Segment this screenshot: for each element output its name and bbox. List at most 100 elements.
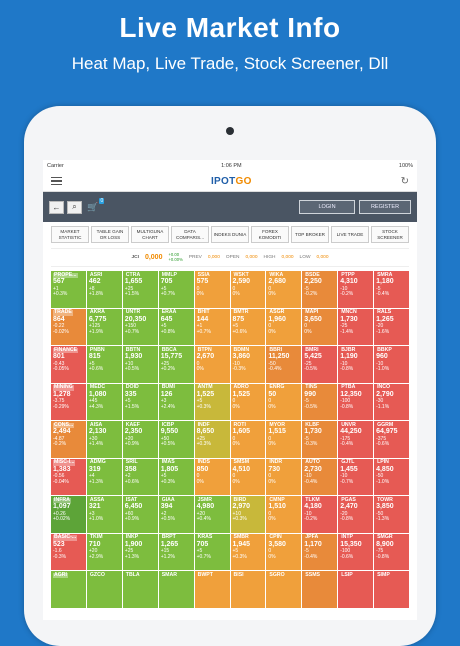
- heatmap-stock-tile[interactable]: CPIN 3,580 0 0%: [266, 533, 302, 570]
- menu-top-broker[interactable]: TOP BROKER: [291, 226, 329, 243]
- heatmap-sector-tile[interactable]: TRADE 864 -0.22 -0.02%: [51, 308, 86, 345]
- heatmap-stock-tile[interactable]: GGRM 64,975 -375 -0.6%: [374, 421, 409, 458]
- heatmap-stock-tile[interactable]: BMRI 5,425 -25 -0.5%: [302, 346, 338, 383]
- menu-data-comparison[interactable]: DATA COMPARIS...: [171, 226, 209, 243]
- menu-live-trade[interactable]: LIVE TRADE: [331, 226, 369, 243]
- heatmap-stock-tile[interactable]: ISAT 6,450 +60 +0.9%: [122, 496, 158, 533]
- heatmap-stock-tile[interactable]: WIKA 2,680 0 0%: [266, 271, 302, 308]
- heatmap-stock-tile[interactable]: CTRA 1,655 +25 +1.5%: [122, 271, 158, 308]
- search-icon[interactable]: ⌕: [67, 200, 82, 214]
- login-button[interactable]: LOGIN: [299, 200, 355, 214]
- heatmap-stock-tile[interactable]: ASRI 462 +8 +1.8%: [86, 271, 122, 308]
- heatmap-stock-tile[interactable]: UNTR 20,350 +150 +0.7%: [122, 308, 158, 345]
- heatmap-sector-tile[interactable]: CONS... 2,494 -4.87 -0.2%: [51, 421, 86, 458]
- heatmap-stock-tile[interactable]: ERAA 645 +5 +0.8%: [158, 308, 194, 345]
- heatmap-stock-tile[interactable]: INTP 15,350 -100 -0.6%: [338, 533, 374, 570]
- heatmap-stock-tile[interactable]: LSIP: [338, 571, 374, 608]
- heatmap-stock-tile[interactable]: PGAS 2,470 -20 -0.8%: [338, 496, 374, 533]
- heatmap-stock-tile[interactable]: BJBR 1,190 -10 -0.8%: [338, 346, 374, 383]
- menu-market-statistic[interactable]: MARKET STATISTIC: [51, 226, 89, 243]
- heatmap-stock-tile[interactable]: BHIT 144 +1 +0.7%: [194, 308, 230, 345]
- heatmap-stock-tile[interactable]: LPIN 4,850 -50 -1.0%: [374, 458, 409, 495]
- heatmap-stock-tile[interactable]: BWPT: [194, 571, 230, 608]
- heatmap-stock-tile[interactable]: BSDE 2,250 -5 -0.2%: [302, 271, 338, 308]
- heatmap-stock-tile[interactable]: ANTM 1,525 +5 +0.3%: [194, 383, 230, 420]
- heatmap-stock-tile[interactable]: BISI: [230, 571, 266, 608]
- menu-table-gain-loss[interactable]: TABLE GAIN OR LOSS: [91, 226, 129, 243]
- heatmap-sector-tile[interactable]: MINING 1,278 -3.75 -0.29%: [51, 383, 86, 420]
- heatmap-stock-tile[interactable]: GIAA 394 +2 +0.5%: [158, 496, 194, 533]
- heatmap-stock-tile[interactable]: PNBN 815 +5 +0.6%: [86, 346, 122, 383]
- heatmap-stock-tile[interactable]: WSKT 2,590 0 0%: [230, 271, 266, 308]
- heatmap-stock-tile[interactable]: SSIA 575 0 0%: [194, 271, 230, 308]
- heatmap-stock-tile[interactable]: KRAS 705 +5 +0.7%: [194, 533, 230, 570]
- heatmap-stock-tile[interactable]: ICBP 9,550 +50 +0.5%: [158, 421, 194, 458]
- heatmap-stock-tile[interactable]: SIMP: [374, 571, 409, 608]
- menu-stock-screener[interactable]: STOCK SCREENER: [371, 226, 409, 243]
- heatmap-sector-tile[interactable]: MISC-I... 1,383 -0.56 -0.04%: [51, 458, 86, 495]
- heatmap-stock-tile[interactable]: ENRG 50 0 0%: [266, 383, 302, 420]
- heatmap-stock-tile[interactable]: KAEF 2,350 +20 +0.9%: [122, 421, 158, 458]
- menu-forex-komoditi[interactable]: FOREX KOMODITI: [251, 226, 289, 243]
- cart-icon[interactable]: 🛒 0: [87, 197, 105, 212]
- heatmap-stock-tile[interactable]: BUMI 126 +3 +2.4%: [158, 383, 194, 420]
- heatmap-stock-tile[interactable]: TBLA: [122, 571, 158, 608]
- heatmap-stock-tile[interactable]: RALS 1,265 -20 -1.6%: [374, 308, 409, 345]
- heatmap-stock-tile[interactable]: DOID 335 +5 +1.5%: [122, 383, 158, 420]
- heatmap-stock-tile[interactable]: ADRO 1,525 0 0%: [230, 383, 266, 420]
- heatmap-stock-tile[interactable]: INDR 730 0 0%: [266, 458, 302, 495]
- heatmap-stock-tile[interactable]: MMLP 705 +5 +0.7%: [158, 271, 194, 308]
- heatmap-stock-tile[interactable]: BBRI 11,250 -50 -0.4%: [266, 346, 302, 383]
- heatmap-stock-tile[interactable]: BTPN 2,670 0 0%: [194, 346, 230, 383]
- heatmap-stock-tile[interactable]: ADMG 319 +4 +1.3%: [86, 458, 122, 495]
- heatmap-stock-tile[interactable]: MNCN 1,730 -25 -1.4%: [338, 308, 374, 345]
- heatmap-stock-tile[interactable]: TKIM 710 +20 +2.9%: [86, 533, 122, 570]
- heatmap-sector-tile[interactable]: BASIC-... 523 -1.6 -0.3%: [51, 533, 86, 570]
- heatmap-stock-tile[interactable]: INDF 8,650 +25 +0.3%: [194, 421, 230, 458]
- heatmap-stock-tile[interactable]: UNVR 44,250 -175 -0.4%: [338, 421, 374, 458]
- heatmap-stock-tile[interactable]: AKRA 6,775 +125 +1.9%: [86, 308, 122, 345]
- heatmap-stock-tile[interactable]: INCO 2,790 -30 -1.1%: [374, 383, 409, 420]
- heatmap-sector-tile[interactable]: FINANCE 801 -0.43 -0.05%: [51, 346, 86, 383]
- heatmap-stock-tile[interactable]: INKP 1,900 +25 +1.3%: [122, 533, 158, 570]
- menu-indeks-dunia[interactable]: INDEKS DUNIA: [211, 226, 249, 243]
- register-button[interactable]: REGISTER: [359, 200, 411, 214]
- heatmap-stock-tile[interactable]: BBKP 960 -10 -1.0%: [374, 346, 409, 383]
- heatmap-stock-tile[interactable]: ROTI 1,605 0 0%: [230, 421, 266, 458]
- heatmap-sector-tile[interactable]: PROPE... 567 +1 +0.3%: [51, 271, 86, 308]
- heatmap-sector-tile[interactable]: AGRI: [51, 571, 86, 608]
- menu-multiguna-chart[interactable]: MULTIGUNA CHART: [131, 226, 169, 243]
- heatmap-stock-tile[interactable]: SSMS: [302, 571, 338, 608]
- heatmap-stock-tile[interactable]: SMRA 1,180 -5 -0.4%: [374, 271, 409, 308]
- heatmap-sector-tile[interactable]: INFRA 1,097 +0.26 +0.02%: [51, 496, 86, 533]
- back-arrow-icon[interactable]: ←: [49, 200, 64, 214]
- heatmap-stock-tile[interactable]: IMAS 1,805 +5 +0.3%: [158, 458, 194, 495]
- heatmap-stock-tile[interactable]: TINS 990 -5 -0.5%: [302, 383, 338, 420]
- heatmap-stock-tile[interactable]: KLBF 1,730 -5 -0.3%: [302, 421, 338, 458]
- heatmap-stock-tile[interactable]: BDMN 3,860 -10 -0.3%: [230, 346, 266, 383]
- heatmap-stock-tile[interactable]: GJTL 1,455 -10 -0.7%: [338, 458, 374, 495]
- heatmap-stock-tile[interactable]: TOWR 3,850 -50 -1.3%: [374, 496, 409, 533]
- heatmap-stock-tile[interactable]: MAPI 3,650 0 0%: [302, 308, 338, 345]
- heatmap-stock-tile[interactable]: SMSM 4,510 0 0%: [230, 458, 266, 495]
- heatmap-stock-tile[interactable]: INDS 850 0 0%: [194, 458, 230, 495]
- heatmap-stock-tile[interactable]: JSMR 4,980 +20 +0.4%: [194, 496, 230, 533]
- hamburger-menu-icon[interactable]: [51, 177, 62, 185]
- heatmap-stock-tile[interactable]: SRIL 358 +2 +0.6%: [122, 458, 158, 495]
- heatmap-stock-tile[interactable]: AUTO 2,730 -10 -0.4%: [302, 458, 338, 495]
- heatmap-stock-tile[interactable]: TLKM 4,180 -10 -0.2%: [302, 496, 338, 533]
- heatmap-stock-tile[interactable]: SMAR: [158, 571, 194, 608]
- heatmap-stock-tile[interactable]: BRPT 1,265 +15 +1.2%: [158, 533, 194, 570]
- heatmap-stock-tile[interactable]: PTPP 4,310 -10 -0.2%: [338, 271, 374, 308]
- heatmap-stock-tile[interactable]: BBTN 1,930 +10 +0.5%: [122, 346, 158, 383]
- heatmap-stock-tile[interactable]: BBCA 15,775 +25 +0.2%: [158, 346, 194, 383]
- refresh-icon[interactable]: ↻: [400, 175, 409, 187]
- heatmap-stock-tile[interactable]: GZCO: [86, 571, 122, 608]
- heatmap-stock-tile[interactable]: ASSA 321 +3 +1.0%: [86, 496, 122, 533]
- heatmap-stock-tile[interactable]: SMGR 8,900 -75 -0.8%: [374, 533, 409, 570]
- heatmap-stock-tile[interactable]: MEDC 1,080 +45 +4.3%: [86, 383, 122, 420]
- heatmap-stock-tile[interactable]: BMTR 875 +5 +0.6%: [230, 308, 266, 345]
- heatmap-stock-tile[interactable]: AISA 2,130 +30 +1.4%: [86, 421, 122, 458]
- heatmap-stock-tile[interactable]: CMNP 1,510 0 0%: [266, 496, 302, 533]
- heatmap-stock-tile[interactable]: PTBA 12,350 -100 -0.8%: [338, 383, 374, 420]
